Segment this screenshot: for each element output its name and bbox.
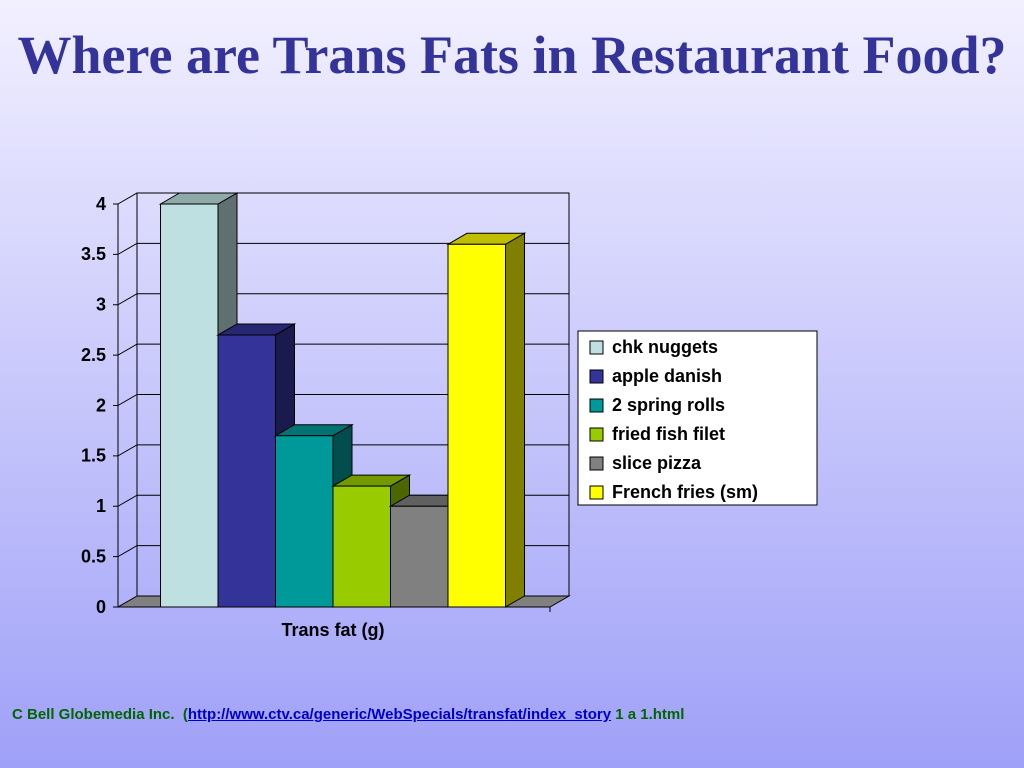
- y-tick-label: 3.5: [81, 244, 106, 264]
- source-suffix: 1 a 1.html: [611, 706, 685, 723]
- bar: [275, 435, 334, 608]
- x-tick-label: Trans fat (g): [281, 620, 384, 640]
- legend-label: chk nuggets: [612, 337, 718, 357]
- y-tick-label: 3: [96, 295, 106, 315]
- grid-line: [117, 192, 569, 205]
- legend-swatch: [589, 369, 604, 384]
- source-note: C Bell Globemedia Inc. (http://www.ctv.c…: [12, 706, 684, 723]
- y-tick-label: 4: [96, 194, 106, 214]
- grid-line: [117, 242, 569, 255]
- legend-swatch: [589, 456, 604, 471]
- y-tick-label: 0: [96, 597, 106, 617]
- y-tick-label: 2.5: [81, 345, 106, 365]
- legend-swatch: [589, 427, 604, 442]
- bar: [217, 334, 276, 608]
- grid-line: [117, 444, 569, 457]
- bar: [332, 485, 391, 608]
- legend-label: slice pizza: [612, 453, 702, 473]
- grid-line: [117, 394, 569, 406]
- legend-label: apple danish: [612, 366, 722, 386]
- slide-title: Where are Trans Fats in Restaurant Food?: [17, 25, 1007, 85]
- y-tick-label: 2: [96, 395, 106, 415]
- bar: [447, 243, 506, 608]
- bar-side: [505, 232, 525, 608]
- legend-swatch: [589, 340, 604, 355]
- y-tick-label: 1.5: [81, 446, 106, 466]
- source-prefix: C Bell Globemedia Inc. (: [12, 706, 188, 723]
- bar: [160, 203, 219, 608]
- bar: [390, 505, 449, 608]
- y-tick-label: 1: [96, 496, 106, 516]
- legend-box: [577, 330, 818, 506]
- y-tick-label: 0.5: [81, 546, 106, 566]
- chart: 0 0.5 1 1.5 2 2.5 3 3.5 4 Trans fat (g) chk nugget…: [81, 192, 818, 640]
- legend-label: French fries (sm): [612, 482, 758, 502]
- legend-swatch: [589, 398, 604, 413]
- grid-line: [117, 293, 569, 306]
- source-link[interactable]: http://www.ctv.ca/generic/WebSpecials/tr…: [187, 706, 612, 723]
- legend-label: fried fish filet: [612, 424, 725, 444]
- legend-label: 2 spring rolls: [612, 395, 725, 415]
- grid-line: [117, 343, 569, 356]
- legend-swatch: [589, 485, 604, 500]
